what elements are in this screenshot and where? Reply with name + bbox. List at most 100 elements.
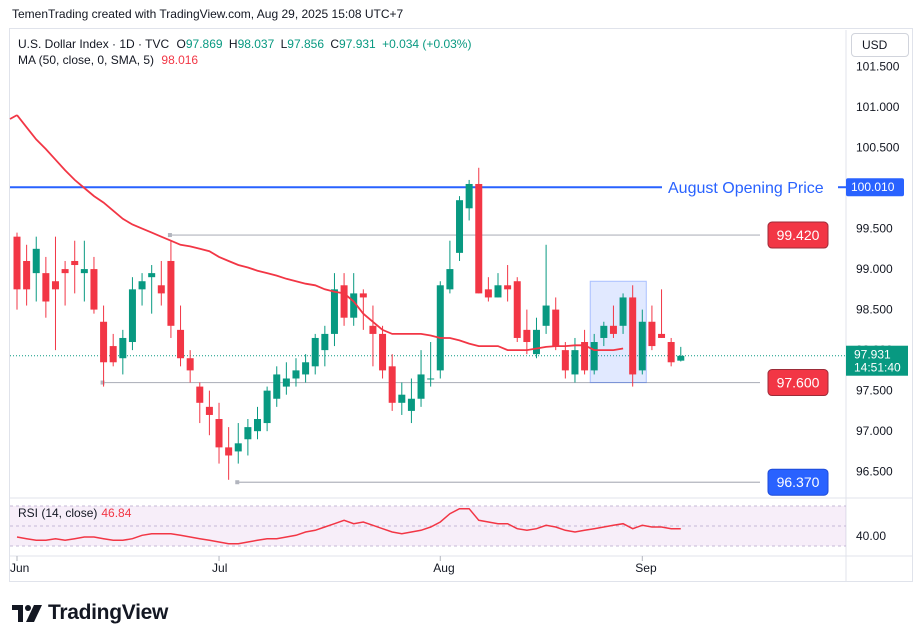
low-value: 97.856 <box>287 37 324 51</box>
august-open-label: August Opening Price <box>668 180 824 197</box>
candle-body <box>436 285 444 371</box>
candle-body <box>638 321 646 371</box>
high-value: 98.037 <box>237 37 275 51</box>
candle-body <box>148 273 156 278</box>
candle-body <box>379 333 387 371</box>
candle-body <box>273 374 281 399</box>
candle-body <box>263 390 271 424</box>
level-tag <box>767 369 829 397</box>
candle-body <box>330 289 338 334</box>
y-tick-label: 98.500 <box>856 303 893 317</box>
candle-body <box>369 325 377 334</box>
august-open-tag <box>846 178 904 197</box>
level-tag <box>767 221 829 249</box>
rsi-value: 46.84 <box>101 506 132 520</box>
level-tag-text: 99.420 <box>777 227 820 243</box>
ma50-lead <box>9 114 18 120</box>
candle-body <box>186 358 194 371</box>
candle-body <box>90 269 98 310</box>
countdown-text: 14:51:40 <box>854 361 901 375</box>
candle-body <box>51 281 59 290</box>
candle-body <box>619 297 627 326</box>
candle-body <box>629 297 637 375</box>
candle-body <box>523 329 531 343</box>
time-axis: Jun Jul Aug Sep <box>10 556 657 575</box>
august-open-tag-text: 100.010 <box>851 180 895 194</box>
ma-label[interactable]: MA (50, close, 0, SMA, 5) <box>18 53 155 67</box>
candle-body <box>398 394 406 403</box>
y-tick-label: 96.500 <box>856 465 893 479</box>
rsi-legend: RSI (14, close) 46.84 <box>18 506 131 520</box>
open-value: 97.869 <box>185 37 223 51</box>
candle-body <box>648 321 656 347</box>
candle-body <box>42 273 50 302</box>
symbol-name[interactable]: U.S. Dollar Index · 1D · TVC <box>18 37 170 51</box>
close-value: 97.931 <box>339 37 376 51</box>
candle-body <box>667 342 675 363</box>
rsi-pane <box>10 505 846 547</box>
candle-body <box>504 285 512 290</box>
candle-body <box>167 260 175 326</box>
y-tick-label: 100.500 <box>856 141 900 155</box>
y-tick-label: 99.500 <box>856 222 893 236</box>
rsi-axis-label: 40.00 <box>856 529 886 543</box>
rsi-label[interactable]: RSI (14, close) <box>18 506 98 520</box>
ma50-line <box>16 114 624 351</box>
candle-body <box>494 285 502 298</box>
projection-box-rect <box>589 280 647 384</box>
candle-body <box>23 260 31 290</box>
candle-body <box>388 366 396 403</box>
candle-body <box>254 419 261 432</box>
candle-body <box>215 419 223 448</box>
projection-box <box>589 280 647 384</box>
candle-body <box>417 374 425 399</box>
candle-body <box>446 269 454 290</box>
candle-body <box>138 281 146 290</box>
brand: TradingView <box>12 601 168 625</box>
candle-body <box>581 342 589 371</box>
currency-button[interactable]: USD <box>851 33 909 57</box>
candle-body <box>32 248 40 274</box>
legend: U.S. Dollar Index · 1D · TVC O97.869 H98… <box>18 36 471 68</box>
candle-body <box>407 398 415 411</box>
current-price-tag <box>846 345 908 376</box>
candle-body <box>13 236 21 290</box>
y-tick-label: 99.000 <box>856 262 893 276</box>
candle-body <box>571 350 579 375</box>
open-label: O <box>176 37 186 51</box>
candle-body <box>311 337 319 367</box>
level-tag-text: 96.370 <box>777 474 820 490</box>
level-lines: August Opening Price <box>10 180 846 485</box>
candle-body <box>177 329 185 359</box>
candle-body <box>71 260 79 266</box>
y-tick-label: 97.000 <box>856 424 893 438</box>
candle-body <box>61 269 69 274</box>
candle-body <box>321 333 329 351</box>
candle-body <box>100 321 108 363</box>
price-axis: 101.500 101.000 100.500 99.500 99.000 98.500 9… <box>856 59 900 543</box>
candle-body <box>456 200 464 253</box>
candles <box>13 167 685 480</box>
tradingview-logo-icon <box>12 604 42 622</box>
y-tick-label: 97.500 <box>856 384 893 398</box>
grid <box>10 30 912 582</box>
candle-body <box>561 350 569 371</box>
level-anchor <box>100 380 105 385</box>
candle-body <box>109 346 117 363</box>
candle-body <box>234 443 242 452</box>
level-tag <box>767 468 829 496</box>
candle-body <box>513 281 521 338</box>
x-tick-label: Sep <box>635 561 657 575</box>
candle-body <box>609 325 617 334</box>
x-tick-label: Aug <box>433 561 454 575</box>
candle-body <box>205 406 213 415</box>
candle-body <box>590 342 598 371</box>
candle-body <box>359 293 367 298</box>
brand-name: TradingView <box>48 601 169 624</box>
close-label: C <box>330 37 340 51</box>
candle-body <box>119 337 127 359</box>
candle-body <box>225 447 233 456</box>
candle-body <box>292 370 300 379</box>
